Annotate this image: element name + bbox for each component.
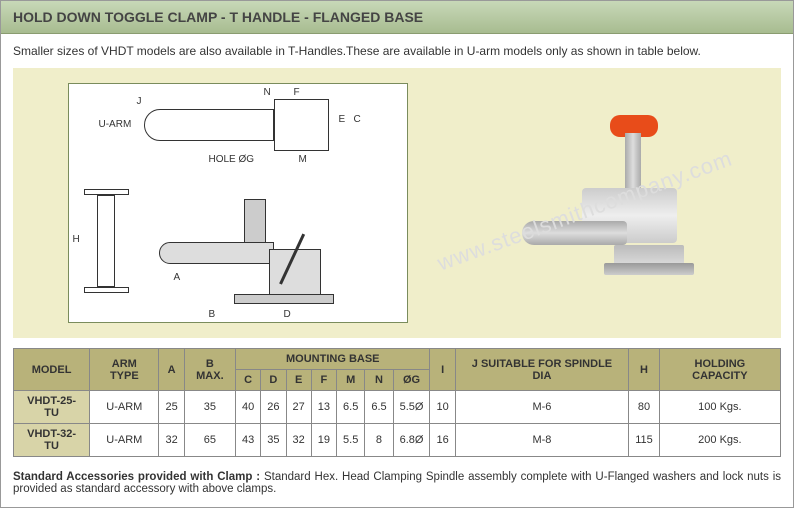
cell-N: 8	[365, 424, 393, 457]
cell-Bmax: 35	[184, 391, 235, 424]
cell-D: 26	[261, 391, 286, 424]
page-title-bar: HOLD DOWN TOGGLE CLAMP - T HANDLE - FLAN…	[1, 1, 793, 34]
handle-stem-icon	[625, 133, 641, 193]
th-armtype: ARM TYPE	[90, 349, 159, 391]
label-J: J	[137, 96, 142, 107]
cell-I: 16	[430, 424, 455, 457]
label-uarm: U-ARM	[99, 119, 132, 130]
label-E: E	[339, 114, 346, 125]
cell-model: VHDT-25-TU	[14, 391, 90, 424]
spec-table: MODEL ARM TYPE A B MAX. MOUNTING BASE I …	[13, 348, 781, 457]
cell-I: 10	[430, 391, 455, 424]
cell-C: 40	[236, 391, 261, 424]
cell-F: 13	[311, 391, 336, 424]
footer-bold: Standard Accessories provided with Clamp…	[13, 471, 264, 483]
label-D: D	[284, 309, 291, 320]
label-N: N	[264, 87, 271, 98]
cell-C: 43	[236, 424, 261, 457]
label-H: H	[73, 234, 80, 245]
cell-H: 115	[629, 424, 660, 457]
cell-OG: 5.5Ø	[393, 391, 430, 424]
clamp-bar-icon	[522, 221, 627, 245]
th-E: E	[286, 370, 311, 391]
cell-model: VHDT-32-TU	[14, 424, 90, 457]
cell-holding: 200 Kgs.	[659, 424, 780, 457]
cell-N: 6.5	[365, 391, 393, 424]
technical-drawing: U-ARM HOLE ØG N F J E C M H A B D	[68, 83, 408, 323]
cell-A: 25	[159, 391, 184, 424]
label-C: C	[354, 114, 361, 125]
cell-OG: 6.8Ø	[393, 424, 430, 457]
cell-D: 35	[261, 424, 286, 457]
th-C: C	[236, 370, 261, 391]
th-N: N	[365, 370, 393, 391]
cell-H: 80	[629, 391, 660, 424]
th-I: I	[430, 349, 455, 391]
cell-J: M-6	[455, 391, 628, 424]
label-A: A	[174, 272, 181, 283]
cell-E: 27	[286, 391, 311, 424]
cell-M: 6.5	[337, 391, 365, 424]
table-body: VHDT-25-TU U-ARM 25 35 40 26 27 13 6.5 6…	[14, 391, 781, 457]
label-hole: HOLE ØG	[209, 154, 255, 165]
page-title: HOLD DOWN TOGGLE CLAMP - T HANDLE - FLAN…	[13, 9, 423, 25]
base-flange-icon	[604, 263, 694, 275]
th-holding: HOLDING CAPACITY	[659, 349, 780, 391]
th-Bmax: B MAX.	[184, 349, 235, 391]
th-J: J SUITABLE FOR SPINDLE DIA	[455, 349, 628, 391]
cell-armtype: U-ARM	[90, 424, 159, 457]
cell-M: 5.5	[337, 424, 365, 457]
table-row: VHDT-25-TU U-ARM 25 35 40 26 27 13 6.5 6…	[14, 391, 781, 424]
th-M: M	[337, 370, 365, 391]
th-H: H	[629, 349, 660, 391]
th-A: A	[159, 349, 184, 391]
cell-A: 32	[159, 424, 184, 457]
th-F: F	[311, 370, 336, 391]
label-F: F	[294, 87, 300, 98]
table-row: VHDT-32-TU U-ARM 32 65 43 35 32 19 5.5 8…	[14, 424, 781, 457]
cell-F: 19	[311, 424, 336, 457]
cell-J: M-8	[455, 424, 628, 457]
diagram-area: U-ARM HOLE ØG N F J E C M H A B D www.st…	[13, 68, 781, 338]
cell-E: 32	[286, 424, 311, 457]
clamp-illustration	[522, 113, 702, 293]
intro-text: Smaller sizes of VHDT models are also av…	[1, 34, 793, 68]
th-mounting: MOUNTING BASE	[236, 349, 430, 370]
cell-Bmax: 65	[184, 424, 235, 457]
th-model: MODEL	[14, 349, 90, 391]
cell-armtype: U-ARM	[90, 391, 159, 424]
product-photo	[497, 103, 727, 303]
footer-note: Standard Accessories provided with Clamp…	[1, 465, 793, 507]
th-OG: ØG	[393, 370, 430, 391]
th-D: D	[261, 370, 286, 391]
label-M: M	[299, 154, 307, 165]
label-B: B	[209, 309, 216, 320]
cell-holding: 100 Kgs.	[659, 391, 780, 424]
